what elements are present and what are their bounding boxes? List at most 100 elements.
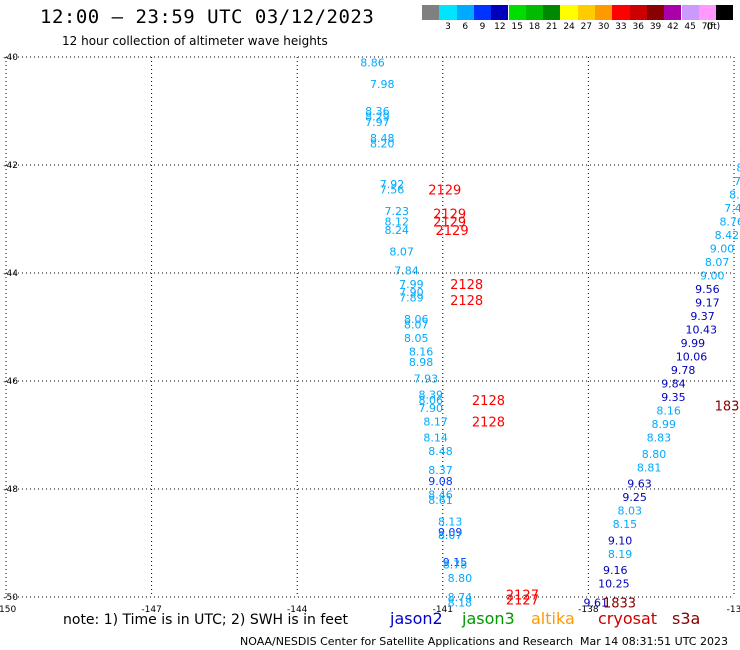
x-tick-label: -147 <box>141 605 161 615</box>
page-subtitle: 12 hour collection of altimeter wave hei… <box>62 34 328 48</box>
note-text: note: 1) Time is in UTC; 2) SWH is in fe… <box>63 612 349 628</box>
footer-timestamp: Mar 14 08:31:51 UTC 2023 <box>580 635 728 648</box>
data-label: 8.33 <box>736 162 740 175</box>
data-label: 7.93 <box>414 372 439 385</box>
x-tick-label: -150 <box>0 605 16 615</box>
data-label: 7.43 <box>724 202 740 215</box>
data-label: 9.37 <box>690 310 715 323</box>
data-label: 7.97 <box>365 116 390 129</box>
legend-swatch <box>439 5 457 20</box>
data-label: 8.99 <box>651 418 676 431</box>
data-label: 8.19 <box>608 548 633 561</box>
legend-label: 3 <box>445 22 451 32</box>
data-label: 9.17 <box>695 297 720 310</box>
data-label: 9.63 <box>627 478 652 491</box>
data-label: 8.18 <box>448 596 473 609</box>
data-label: 9.99 <box>681 337 706 350</box>
time-label: 2127 <box>506 594 539 609</box>
data-label: 7.92 <box>380 178 405 191</box>
y-tick-label: -48 <box>3 485 18 495</box>
legend-swatch <box>716 5 734 20</box>
legend-label: 42 <box>667 22 679 32</box>
data-label: 8.17 <box>423 416 448 429</box>
data-label: 8.20 <box>370 137 395 150</box>
legend-label: 24 <box>563 22 575 32</box>
legend-label: 21 <box>546 22 558 32</box>
satellite-cryosat: cryosat <box>598 609 658 628</box>
data-label: 7.34 <box>739 148 740 161</box>
time-label: 2129 <box>433 208 466 223</box>
data-label: 8.48 <box>370 132 395 145</box>
time-label: 2129 <box>433 216 466 231</box>
time-label: 2128 <box>472 394 505 409</box>
x-tick-label: -13 <box>727 605 740 615</box>
data-label: 8.76 <box>719 216 740 229</box>
data-label: 9.15 <box>443 556 468 569</box>
data-label: 8.07 <box>438 529 463 542</box>
data-label: 9.10 <box>608 534 633 547</box>
data-label: 8.03 <box>618 505 643 518</box>
legend-label: 30 <box>597 22 610 32</box>
y-tick-label: -44 <box>3 269 18 279</box>
data-label: 8.81 <box>637 461 662 474</box>
data-label: 8.36 <box>365 105 390 118</box>
data-label: 7.99 <box>399 278 424 291</box>
data-label: 8.78 <box>443 559 468 572</box>
data-label: 9.78 <box>671 364 696 377</box>
data-label: 8.24 <box>385 224 410 237</box>
data-label: 8.07 <box>705 256 730 269</box>
data-label: 9.56 <box>695 283 720 296</box>
data-label: 7.16 <box>734 175 740 188</box>
legend-label: 36 <box>632 22 644 32</box>
satellite-altika: altika <box>531 609 575 628</box>
data-label: 8.15 <box>613 518 638 531</box>
data-label: 8.29 <box>365 110 390 123</box>
legend-swatch <box>525 5 544 20</box>
legend-unit: (ft) <box>706 22 721 32</box>
data-label: 8.07 <box>389 245 414 258</box>
legend-swatch <box>560 5 578 20</box>
legend-swatch <box>681 5 699 20</box>
legend-swatch <box>473 5 492 20</box>
time-label: 2129 <box>436 224 469 239</box>
x-tick-label: -138 <box>578 605 599 615</box>
data-label: 9.84 <box>661 378 686 391</box>
data-label: 7.90 <box>419 402 444 415</box>
y-tick-label: -40 <box>3 53 18 63</box>
page-title: 12:00 – 23:59 UTC 03/12/2023 <box>40 6 375 28</box>
data-label: 9.16 <box>603 564 628 577</box>
y-tick-label: -50 <box>3 593 18 603</box>
legend-label: 27 <box>580 22 593 32</box>
legend-label: 12 <box>494 22 506 32</box>
legend-swatch <box>491 5 509 20</box>
data-label: 8.16 <box>656 405 681 418</box>
data-label: 7.84 <box>394 264 419 277</box>
time-label: 1832 <box>715 399 740 414</box>
time-label: 2129 <box>428 183 461 198</box>
data-label: 8.86 <box>360 56 385 69</box>
legend-swatch <box>422 5 440 20</box>
data-label: 8.61 <box>428 494 453 507</box>
data-label: 7.23 <box>385 205 410 218</box>
legend-swatch <box>629 5 647 20</box>
data-label: 8.74 <box>448 591 473 604</box>
legend-label: 33 <box>615 22 627 32</box>
legend-label: 45 <box>684 22 696 32</box>
data-label: 8.80 <box>448 572 473 585</box>
data-label: 9.09 <box>438 526 463 539</box>
data-label: 9.00 <box>710 243 735 256</box>
data-label: 8.39 <box>419 389 444 402</box>
data-label: 8.52 <box>729 189 740 202</box>
data-label: 9.61 <box>584 596 609 609</box>
x-tick-label: -141 <box>433 605 453 615</box>
data-label: 8.16 <box>409 345 434 358</box>
data-label: 9.08 <box>428 475 453 488</box>
satellite-jason2: jason2 <box>390 609 443 628</box>
y-tick-label: -46 <box>3 377 18 387</box>
data-label: 9.00 <box>700 270 725 283</box>
legend-label: 39 <box>649 22 662 32</box>
data-label: 8.06 <box>404 313 429 326</box>
legend-label: 18 <box>528 22 541 32</box>
time-label: 2128 <box>450 278 483 293</box>
data-label: 8.42 <box>715 229 740 242</box>
